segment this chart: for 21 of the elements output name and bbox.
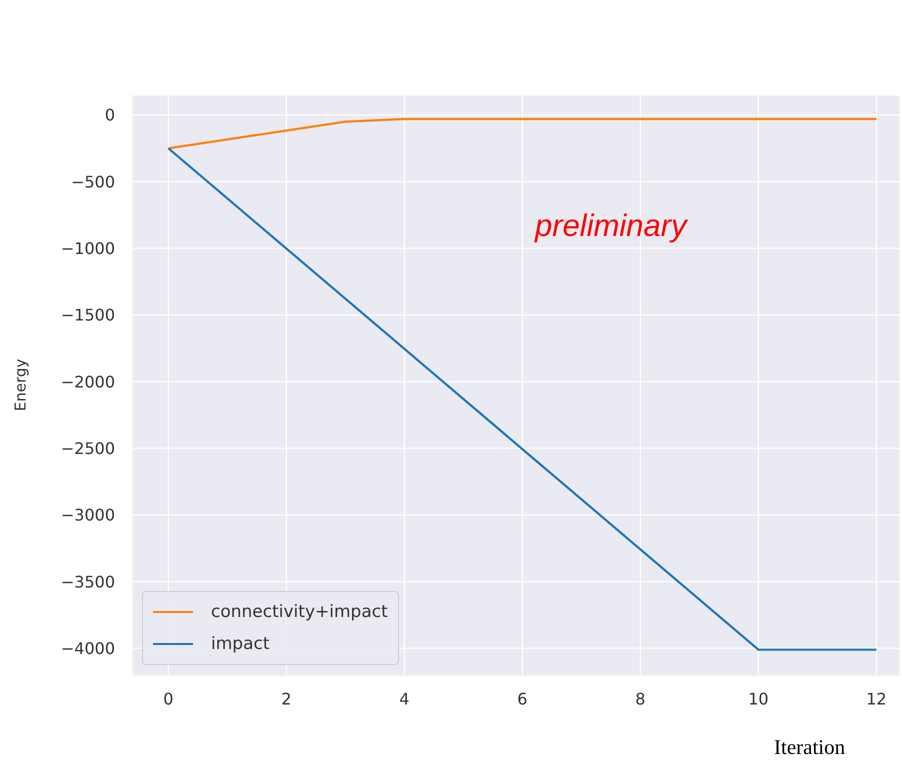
x-tick-label: 4 <box>399 689 410 708</box>
y-tick-label: −1000 <box>60 239 115 258</box>
x-tick-label: 8 <box>635 689 646 708</box>
x-axis-title: Iteration <box>774 735 846 760</box>
y-axis-title: Energy <box>11 358 30 412</box>
x-tick-label: 10 <box>748 689 769 708</box>
legend-label: impact <box>210 633 271 656</box>
annotation: preliminary <box>535 208 687 244</box>
y-tick-label: −500 <box>71 172 115 192</box>
x-tick-label: 0 <box>163 689 174 708</box>
y-tick-label: 0 <box>104 106 115 125</box>
legend-label: connectivity+impact <box>210 601 388 624</box>
x-tick-label: 6 <box>517 689 528 708</box>
y-tick-label: −1500 <box>60 306 115 325</box>
y-tick-label: −2500 <box>60 439 115 458</box>
x-tick-label: 2 <box>281 689 292 708</box>
x-tick-label: 12 <box>866 689 887 708</box>
y-tick-label: −2000 <box>60 372 115 392</box>
y-tick-label: −3500 <box>60 572 115 592</box>
y-tick-label: −3000 <box>60 506 115 525</box>
y-tick-label: −4000 <box>60 639 115 658</box>
